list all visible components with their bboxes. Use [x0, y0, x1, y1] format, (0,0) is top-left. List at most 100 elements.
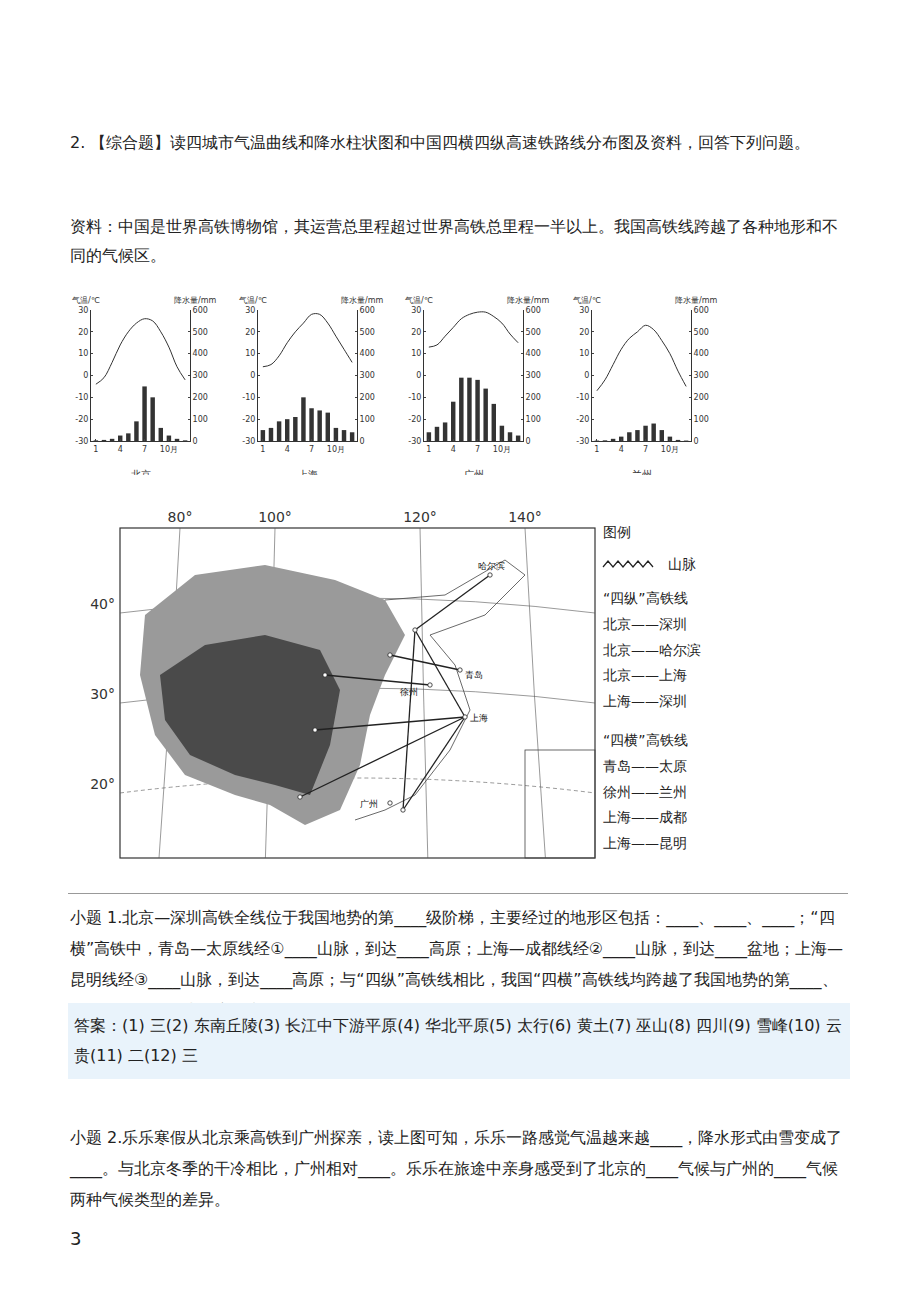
svg-text:-20: -20: [576, 415, 589, 424]
svg-text:1: 1: [260, 445, 265, 454]
svg-text:300: 300: [526, 371, 541, 380]
svg-text:-20: -20: [242, 415, 255, 424]
svg-text:300: 300: [360, 371, 375, 380]
svg-text:兰州: 兰州: [632, 469, 652, 475]
svg-text:30: 30: [245, 306, 255, 315]
svg-text:0: 0: [694, 437, 699, 446]
svg-text:-30: -30: [408, 437, 421, 446]
svg-text:100: 100: [193, 415, 208, 424]
svg-text:20: 20: [579, 328, 589, 337]
svg-text:-20: -20: [75, 415, 88, 424]
svg-text:30: 30: [411, 306, 421, 315]
svg-text:10: 10: [78, 349, 88, 358]
svg-text:“四横”高铁线: “四横”高铁线: [603, 732, 688, 748]
svg-text:上海: 上海: [470, 713, 488, 723]
svg-text:20: 20: [411, 328, 421, 337]
svg-text:400: 400: [526, 349, 541, 358]
svg-text:上海——深圳: 上海——深圳: [603, 693, 687, 709]
svg-text:0: 0: [416, 371, 421, 380]
svg-text:600: 600: [526, 306, 541, 315]
svg-text:140°: 140°: [508, 509, 542, 525]
svg-text:100°: 100°: [258, 509, 292, 525]
svg-text:100: 100: [360, 415, 375, 424]
svg-text:20°: 20°: [90, 776, 115, 792]
svg-text:-10: -10: [242, 393, 255, 402]
svg-text:500: 500: [694, 328, 709, 337]
svg-text:徐州——兰州: 徐州——兰州: [603, 784, 687, 800]
svg-text:300: 300: [193, 371, 208, 380]
svg-text:4: 4: [285, 445, 290, 454]
svg-text:图例: 图例: [603, 524, 631, 540]
svg-text:气温/℃: 气温/℃: [405, 296, 433, 305]
svg-text:气温/℃: 气温/℃: [72, 296, 100, 305]
svg-text:降水量/mm: 降水量/mm: [675, 296, 717, 305]
svg-text:0: 0: [193, 437, 198, 446]
svg-text:10: 10: [579, 349, 589, 358]
svg-text:气温/℃: 气温/℃: [573, 296, 601, 305]
svg-text:4: 4: [451, 445, 456, 454]
svg-text:北京——哈尔滨: 北京——哈尔滨: [603, 642, 701, 658]
svg-text:80°: 80°: [168, 509, 193, 525]
svg-text:广州: 广州: [360, 799, 378, 809]
svg-text:10月: 10月: [493, 445, 511, 454]
svg-text:“四纵”高铁线: “四纵”高铁线: [603, 590, 688, 606]
svg-text:200: 200: [526, 393, 541, 402]
svg-text:0: 0: [584, 371, 589, 380]
svg-text:0: 0: [526, 437, 531, 446]
svg-text:7: 7: [309, 445, 314, 454]
svg-text:200: 200: [694, 393, 709, 402]
svg-text:-30: -30: [75, 437, 88, 446]
svg-text:600: 600: [193, 306, 208, 315]
svg-text:山脉: 山脉: [668, 556, 696, 572]
svg-text:北京: 北京: [131, 469, 151, 475]
svg-text:100: 100: [694, 415, 709, 424]
svg-text:10月: 10月: [160, 445, 178, 454]
svg-text:20: 20: [78, 328, 88, 337]
svg-text:30: 30: [78, 306, 88, 315]
svg-text:600: 600: [694, 306, 709, 315]
svg-text:10: 10: [411, 349, 421, 358]
svg-text:500: 500: [193, 328, 208, 337]
svg-text:400: 400: [360, 349, 375, 358]
svg-text:7: 7: [643, 445, 648, 454]
svg-text:500: 500: [526, 328, 541, 337]
svg-text:降水量/mm: 降水量/mm: [507, 296, 549, 305]
svg-text:青岛: 青岛: [465, 670, 483, 680]
svg-text:-30: -30: [242, 437, 255, 446]
svg-text:上海: 上海: [298, 469, 318, 475]
svg-text:120°: 120°: [403, 509, 437, 525]
svg-text:北京——深圳: 北京——深圳: [603, 616, 687, 632]
svg-text:400: 400: [694, 349, 709, 358]
svg-text:气温/℃: 气温/℃: [239, 296, 267, 305]
svg-text:4: 4: [619, 445, 624, 454]
svg-text:哈尔滨: 哈尔滨: [478, 561, 505, 571]
svg-text:降水量/mm: 降水量/mm: [174, 296, 216, 305]
svg-text:100: 100: [526, 415, 541, 424]
svg-text:1: 1: [594, 445, 599, 454]
svg-text:7: 7: [142, 445, 147, 454]
svg-text:广州: 广州: [464, 469, 484, 475]
svg-text:10: 10: [245, 349, 255, 358]
svg-text:1: 1: [426, 445, 431, 454]
svg-text:4: 4: [118, 445, 123, 454]
svg-text:-20: -20: [408, 415, 421, 424]
svg-text:0: 0: [83, 371, 88, 380]
svg-text:300: 300: [694, 371, 709, 380]
svg-text:10月: 10月: [661, 445, 679, 454]
svg-text:-10: -10: [576, 393, 589, 402]
svg-text:10月: 10月: [327, 445, 345, 454]
svg-text:7: 7: [475, 445, 480, 454]
svg-text:上海——成都: 上海——成都: [603, 809, 687, 825]
svg-text:40°: 40°: [90, 596, 115, 612]
svg-text:北京——上海: 北京——上海: [603, 667, 687, 683]
svg-text:徐州: 徐州: [400, 687, 418, 697]
svg-text:20: 20: [245, 328, 255, 337]
svg-text:500: 500: [360, 328, 375, 337]
svg-text:上海——昆明: 上海——昆明: [603, 835, 687, 851]
svg-text:-10: -10: [75, 393, 88, 402]
svg-text:0: 0: [250, 371, 255, 380]
svg-text:-30: -30: [576, 437, 589, 446]
svg-text:30: 30: [579, 306, 589, 315]
svg-text:400: 400: [193, 349, 208, 358]
svg-text:青岛——太原: 青岛——太原: [603, 758, 687, 774]
